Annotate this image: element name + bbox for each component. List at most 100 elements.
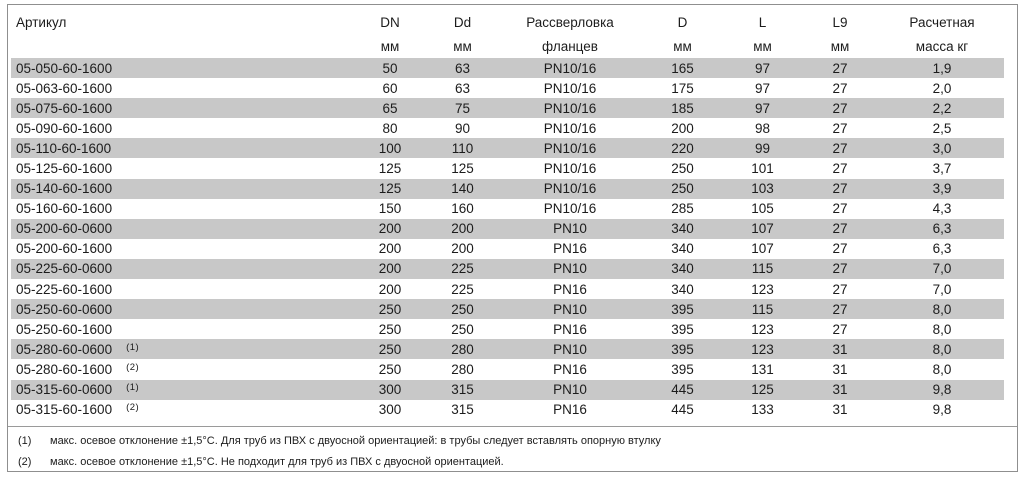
article-number: 05-315-60-0600 (16, 382, 113, 398)
d-cell: 250 (671, 181, 694, 197)
flange-drilling-cell: PN10 (553, 221, 587, 237)
l-cell: 115 (751, 301, 774, 317)
d-cell: 200 (671, 120, 694, 136)
article-number: 05-280-60-1600 (16, 361, 113, 377)
table-row: 05-250-60-0600 250 250 PN10 395 115 27 8… (11, 299, 1004, 320)
l-cell: 107 (751, 241, 774, 257)
footnotes: (1) макс. осевое отклонение ±1,5°C. Для … (8, 427, 1017, 469)
flange-drilling-cell: PN16 (553, 361, 587, 377)
l-cell: 123 (751, 321, 774, 337)
table-row: 05-125-60-1600 125 125 PN10/16 250 101 2… (11, 158, 1004, 178)
article-cell: 05-200-60-1600 (11, 241, 355, 256)
article-number: 05-140-60-1600 (16, 181, 113, 197)
article-number: 05-075-60-1600 (16, 100, 113, 116)
footnote-marker: (2) (126, 402, 140, 414)
l-cell: 99 (754, 140, 771, 156)
dd-cell: 250 (451, 321, 474, 337)
mass-cell: 2,2 (932, 100, 952, 116)
flange-drilling-cell: PN16 (553, 321, 587, 337)
d-cell: 285 (671, 201, 694, 217)
dd-cell: 63 (454, 80, 471, 96)
table-row: 05-225-60-1600 200 225 PN16 340 123 27 7… (11, 279, 1004, 299)
dd-cell: 200 (451, 221, 474, 237)
dn-cell: 250 (378, 341, 402, 357)
dd-cell: 63 (454, 60, 471, 76)
header-units: мм мм фланцев мм мм мм масса кг (11, 34, 1004, 58)
dd-cell: 140 (451, 181, 474, 197)
table-row: 05-225-60-0600 200 225 PN10 340 115 27 7… (11, 258, 1004, 280)
article-cell: 05-075-60-1600 (11, 101, 355, 116)
article-cell: 05-225-60-0600 (11, 261, 355, 276)
dn-cell: 65 (382, 100, 398, 116)
dn-cell: 250 (378, 301, 402, 317)
table-row: 05-140-60-1600 125 140 PN10/16 250 103 2… (11, 178, 1004, 199)
dn-cell: 250 (378, 321, 402, 337)
dd-cell: 90 (454, 120, 471, 136)
header-cell: L (758, 14, 767, 30)
article-cell: 05-315-60-0600 (1) (11, 382, 355, 397)
l-cell: 123 (751, 341, 774, 357)
table-row: 05-315-60-1600 (2) 300 315 PN16 445 133 3… (11, 400, 1004, 420)
article-number: 05-250-60-0600 (16, 301, 113, 317)
table-row: 05-315-60-0600 (1) 300 315 PN10 445 125 3… (11, 379, 1004, 400)
footnote-divider (8, 425, 1017, 427)
dd-cell: 110 (451, 140, 474, 156)
l9-cell: 31 (832, 361, 848, 377)
l-cell: 115 (751, 261, 774, 277)
footnote-marker: (2) (126, 361, 140, 373)
article-number: 05-110-60-1600 (16, 140, 112, 156)
l-cell: 133 (751, 402, 774, 418)
article-number: 05-200-60-1600 (16, 241, 113, 257)
dn-cell: 125 (378, 181, 402, 197)
article-cell: 05-250-60-1600 (11, 322, 355, 337)
dd-cell: 225 (451, 261, 474, 277)
footnote-number: (1) (18, 434, 32, 447)
header-cell: Расчетная (909, 14, 975, 30)
l9-cell: 27 (832, 60, 848, 76)
mass-cell: 4,3 (932, 201, 952, 217)
l-cell: 123 (751, 281, 774, 297)
d-cell: 340 (671, 281, 694, 297)
table-row: 05-280-60-0600 (1) 250 280 PN10 395 123 3… (11, 339, 1004, 360)
dn-cell: 100 (378, 140, 402, 156)
article-number: 05-280-60-0600 (16, 341, 113, 357)
flange-drilling-cell: PN10 (553, 382, 587, 398)
footnote-number: (2) (18, 455, 32, 468)
l9-cell: 27 (832, 281, 848, 297)
l-cell: 131 (751, 361, 774, 377)
l9-cell: 27 (832, 161, 848, 177)
article-cell: 05-315-60-1600 (2) (11, 402, 355, 417)
table-row: 05-280-60-1600 (2) 250 280 PN16 395 131 3… (11, 359, 1004, 379)
header-cell: масса кг (915, 38, 969, 54)
l9-cell: 27 (832, 301, 848, 317)
article-number: 05-200-60-0600 (16, 221, 113, 237)
d-cell: 185 (671, 100, 694, 116)
article-cell: 05-225-60-1600 (11, 282, 355, 297)
header-cell: Рассверловка (526, 14, 614, 30)
d-cell: 395 (671, 301, 694, 317)
dn-cell: 200 (378, 281, 402, 297)
flange-drilling-cell: PN10/16 (543, 181, 597, 197)
dn-cell: 300 (378, 402, 402, 418)
dn-cell: 300 (378, 382, 402, 398)
l9-cell: 31 (832, 402, 848, 418)
mass-cell: 8,0 (932, 301, 952, 317)
dn-cell: 50 (382, 60, 398, 76)
mass-cell: 7,0 (932, 281, 952, 297)
flange-drilling-cell: PN10 (553, 261, 587, 277)
article-cell: 05-090-60-1600 (11, 121, 355, 136)
header-cell: мм (380, 38, 400, 54)
flange-drilling-cell: PN10/16 (543, 120, 597, 136)
table-row: 05-050-60-1600 50 63 PN10/16 165 97 27 1… (11, 58, 1004, 79)
l-cell: 107 (751, 221, 774, 237)
dn-cell: 250 (378, 361, 402, 377)
dd-cell: 280 (451, 341, 474, 357)
flange-drilling-cell: PN10/16 (543, 100, 597, 116)
d-cell: 340 (671, 221, 694, 237)
l-cell: 97 (754, 100, 771, 116)
table-row: 05-063-60-1600 60 63 PN10/16 175 97 27 2… (11, 78, 1004, 98)
flange-drilling-cell: PN10 (553, 301, 587, 317)
d-cell: 395 (671, 321, 694, 337)
l-cell: 125 (751, 382, 774, 398)
d-cell: 165 (671, 60, 694, 76)
